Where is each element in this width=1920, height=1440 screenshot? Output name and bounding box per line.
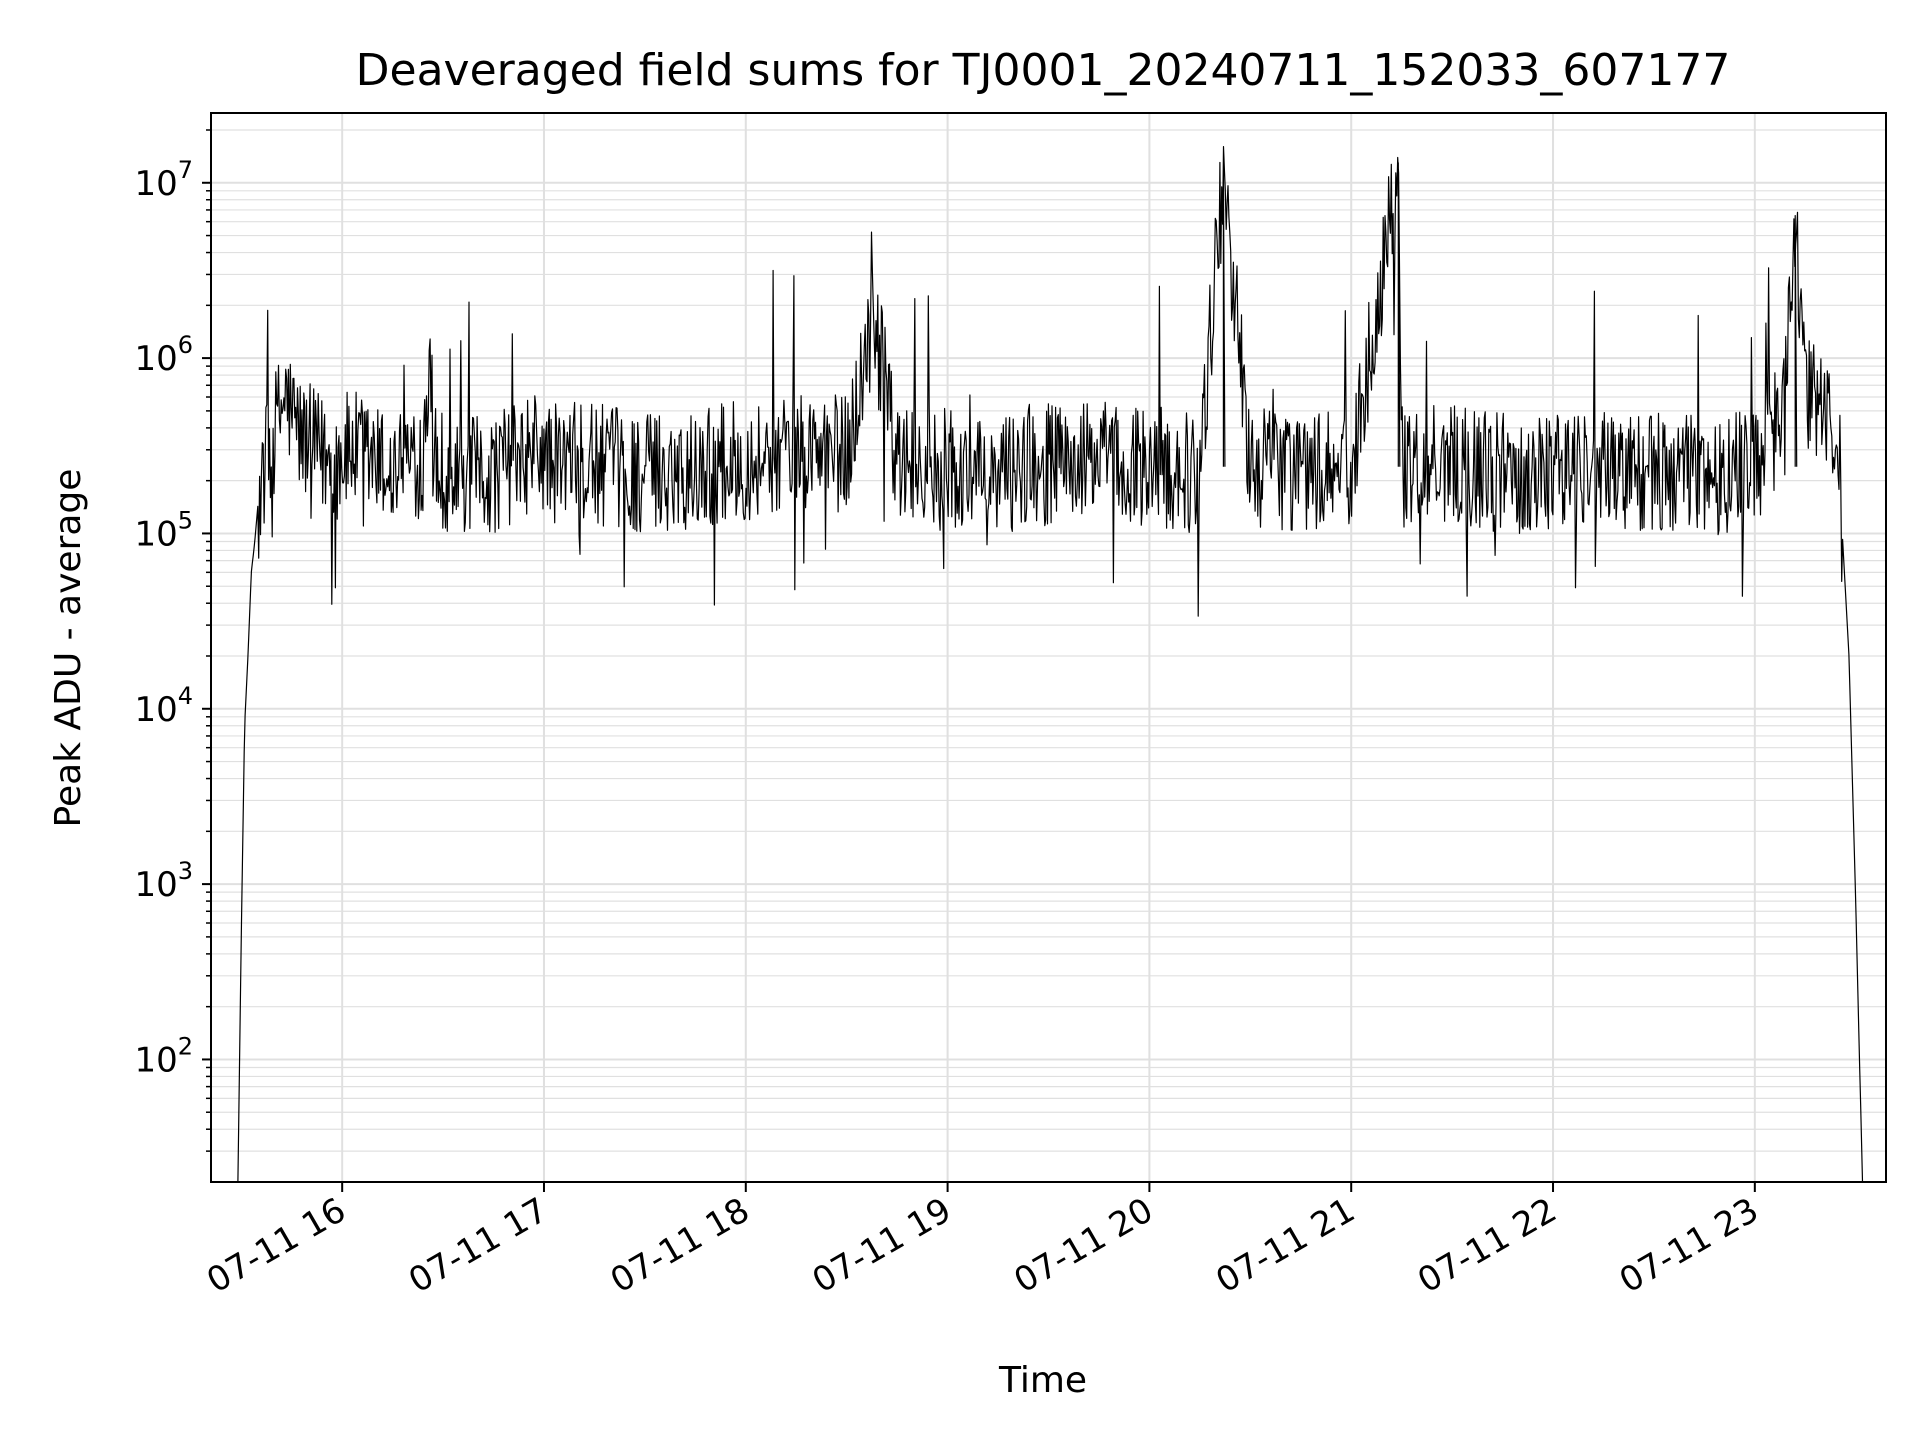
- y-axis-label: Peak ADU - average: [48, 469, 89, 828]
- y-tick-exponent: 3: [178, 857, 193, 885]
- chart-title: Deaveraged field sums for TJ0001_2024071…: [356, 45, 1731, 96]
- y-tick-exponent: 2: [178, 1032, 193, 1060]
- y-tick-exponent: 4: [178, 682, 193, 710]
- y-tick-base: 10: [134, 690, 177, 730]
- y-tick-label: 103: [134, 857, 193, 905]
- grid-lines: [211, 113, 1886, 1182]
- y-tick-label: 102: [134, 1032, 193, 1080]
- y-tick-exponent: 5: [178, 506, 193, 534]
- y-tick-base: 10: [134, 339, 177, 379]
- y-tick-base: 10: [134, 514, 177, 554]
- y-tick-label: 104: [134, 682, 193, 730]
- y-tick-base: 10: [134, 1040, 177, 1080]
- y-tick-exponent: 7: [178, 156, 193, 184]
- x-axis-label: Time: [998, 1360, 1087, 1401]
- y-tick-label: 107: [134, 156, 193, 204]
- y-tick-base: 10: [134, 865, 177, 905]
- axes-frame: [210, 112, 1887, 1183]
- y-tick-label: 105: [134, 506, 193, 554]
- y-tick-exponent: 6: [178, 331, 193, 359]
- y-tick-base: 10: [134, 164, 177, 204]
- y-tick-label: 106: [134, 331, 193, 379]
- series-line: [237, 146, 1864, 1183]
